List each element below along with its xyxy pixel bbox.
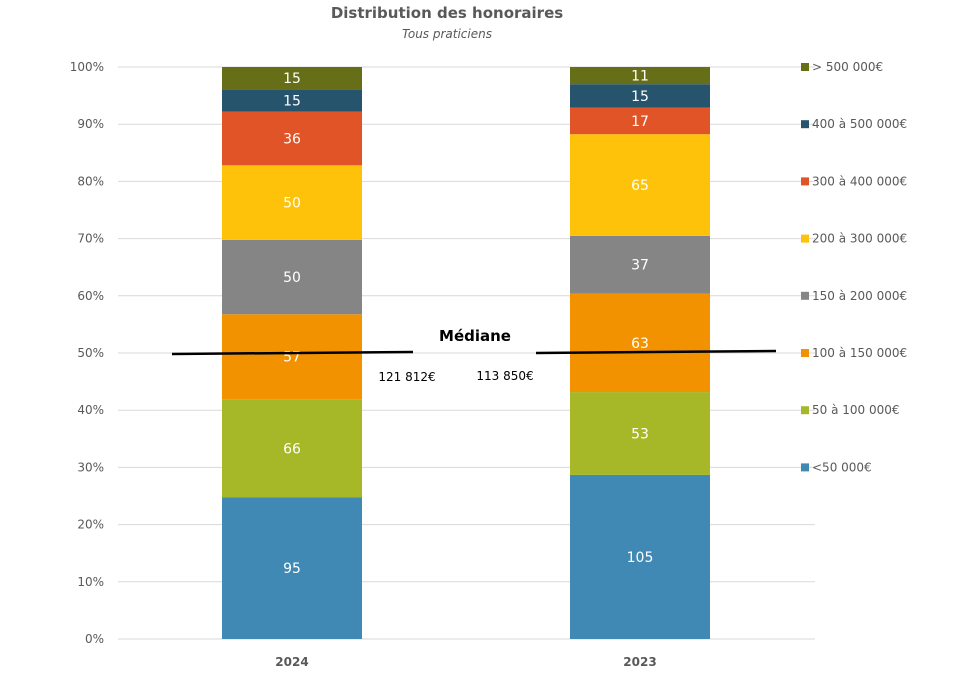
legend-label: > 500 000€	[812, 60, 883, 74]
y-tick-label: 70%	[77, 232, 104, 246]
data-label: 36	[283, 132, 301, 148]
data-label: 50	[283, 196, 301, 212]
median-value-2024: 121 812€	[378, 370, 435, 384]
legend-item: 100 à 150 000€	[801, 346, 907, 360]
x-tick-label: 2023	[623, 655, 656, 669]
y-tick-label: 60%	[77, 289, 104, 303]
bar-segment	[222, 165, 362, 240]
legend-item: 400 à 500 000€	[801, 117, 907, 131]
median-line-right	[535, 349, 777, 355]
bar-segment	[222, 314, 362, 400]
legend-swatch	[801, 120, 809, 129]
data-label: 11	[631, 69, 649, 85]
legend-label: 300 à 400 000€	[812, 174, 907, 188]
y-axis-ticks: 0% 10% 20% 30% 40% 50% 60% 70% 80% 90% 100%	[70, 60, 104, 646]
bar-segment	[222, 67, 362, 90]
legend-label: 150 à 200 000€	[812, 289, 907, 303]
legend-label: <50 000€	[812, 460, 872, 474]
y-tick-label: 0%	[85, 632, 104, 646]
median-value-2023: 113 850€	[476, 369, 533, 383]
legend-swatch	[801, 291, 809, 300]
median-label: Médiane	[439, 327, 511, 345]
legend: > 500 000€ 400 à 500 000€ 300 à 400 000€ 20…	[801, 60, 907, 474]
legend-label: 200 à 300 000€	[812, 232, 907, 246]
legend-swatch	[801, 177, 809, 186]
x-tick-label: 2024	[275, 655, 308, 669]
legend-swatch	[801, 349, 809, 357]
data-label: 15	[283, 94, 301, 110]
y-tick-label: 100%	[70, 60, 104, 74]
legend-swatch	[801, 406, 809, 415]
legend-label: 100 à 150 000€	[812, 346, 907, 360]
bar-segment	[570, 134, 710, 236]
bar-segment	[222, 399, 362, 498]
bar-segment	[570, 293, 710, 393]
legend-label: 400 à 500 000€	[812, 117, 907, 131]
bar-segment	[222, 239, 362, 315]
y-tick-label: 50%	[77, 346, 104, 360]
legend-swatch	[801, 463, 809, 472]
data-label: 63	[631, 336, 649, 352]
median-annotation: Médiane 121 812€ 113 850€	[171, 327, 777, 384]
legend-swatch	[801, 63, 809, 71]
legend-item: 200 à 300 000€	[801, 232, 907, 246]
data-label: 95	[283, 561, 301, 577]
bar-segment	[570, 474, 710, 639]
legend-item: > 500 000€	[801, 60, 883, 74]
y-tick-label: 20%	[77, 518, 104, 532]
x-axis-ticks: 2024 2023	[275, 655, 656, 669]
chart-title: Distribution des honoraires	[331, 4, 563, 22]
legend-item: 150 à 200 000€	[801, 289, 907, 303]
y-tick-label: 40%	[77, 403, 104, 417]
data-label: 105	[627, 550, 654, 566]
legend-item: 50 à 100 000€	[801, 403, 900, 417]
data-label: 37	[631, 258, 649, 274]
legend-item: <50 000€	[801, 460, 872, 474]
y-tick-label: 30%	[77, 460, 104, 474]
data-label: 50	[283, 270, 301, 286]
bar-segment	[570, 107, 710, 135]
bar-segment	[570, 235, 710, 294]
bar-segment	[222, 89, 362, 112]
data-label: 66	[283, 441, 301, 457]
bar-segment	[570, 67, 710, 85]
bar-segment	[222, 497, 362, 639]
y-tick-label: 10%	[77, 575, 104, 589]
legend-item: 300 à 400 000€	[801, 174, 907, 188]
y-tick-label: 90%	[77, 117, 104, 131]
data-label: 15	[631, 89, 649, 105]
median-line-left	[171, 350, 414, 356]
chart-subtitle: Tous praticiens	[402, 27, 492, 41]
data-label: 53	[631, 426, 649, 442]
data-label: 17	[631, 114, 649, 130]
bar-segment	[570, 84, 710, 108]
data-label: 15	[283, 71, 301, 87]
bar-stack-2023: 105 53 63 37 65 17 15 11	[570, 67, 710, 639]
bar-segment	[570, 392, 710, 475]
legend-swatch	[801, 234, 809, 243]
bar-segment	[222, 111, 362, 166]
legend-label: 50 à 100 000€	[812, 403, 900, 417]
y-tick-label: 80%	[77, 174, 104, 188]
data-label: 65	[631, 178, 649, 194]
